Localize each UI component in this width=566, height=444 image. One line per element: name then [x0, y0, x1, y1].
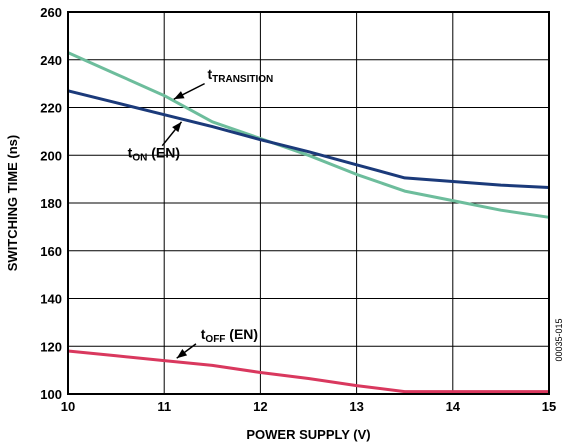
x-tick-label: 11 — [157, 399, 171, 414]
annotation-t-transition: tTRANSITION — [207, 66, 273, 85]
x-tick-labels: 10 11 12 13 14 15 — [61, 399, 556, 414]
x-tick-label: 13 — [349, 399, 363, 414]
annotation-t-off: tOFF (EN) — [201, 326, 258, 345]
annotation-rest: (EN) — [225, 326, 258, 342]
y-tick-label: 120 — [40, 339, 62, 354]
series-line-1 — [67, 89, 550, 189]
y-tick-label: 200 — [40, 148, 62, 163]
x-tick-label: 14 — [446, 399, 461, 414]
annotation-main: t — [201, 326, 206, 342]
annotation-rest: (EN) — [147, 145, 180, 161]
annotation-subscript: ON — [132, 153, 147, 164]
series-annotations: tTRANSITION tON (EN) tOFF (EN) — [128, 66, 273, 359]
y-tick-labels: 100 120 140 160 180 200 220 240 260 — [40, 5, 62, 402]
y-tick-label: 160 — [40, 244, 62, 259]
arrow-head — [173, 91, 185, 100]
annotation-subscript: OFF — [205, 334, 225, 345]
y-tick-label: 100 — [40, 387, 62, 402]
y-tick-label: 260 — [40, 5, 62, 20]
y-axis-label: SWITCHING TIME (ns) — [5, 135, 20, 272]
annotation-main: t — [207, 66, 212, 82]
y-tick-label: 140 — [40, 292, 62, 307]
annotation-t-on: tON (EN) — [128, 145, 180, 164]
arrow-head — [176, 349, 188, 359]
series-lines — [67, 51, 550, 394]
figure-code: 00035-015 — [554, 318, 564, 361]
x-tick-label: 10 — [61, 399, 75, 414]
arrow-head — [172, 121, 182, 133]
grid-lines — [67, 11, 550, 395]
plot-frame — [67, 11, 550, 395]
y-tick-label: 220 — [40, 101, 62, 116]
x-tick-label: 15 — [542, 399, 556, 414]
series-line-2 — [67, 349, 549, 394]
annotation-main: t — [128, 145, 133, 161]
annotation-subscript: TRANSITION — [212, 74, 273, 85]
x-tick-label: 12 — [253, 399, 267, 414]
x-axis-label: POWER SUPPLY (V) — [246, 427, 370, 442]
annotation-arrows — [161, 82, 205, 359]
y-tick-label: 240 — [40, 53, 62, 68]
y-tick-label: 180 — [40, 196, 62, 211]
series-line-0 — [67, 51, 550, 219]
